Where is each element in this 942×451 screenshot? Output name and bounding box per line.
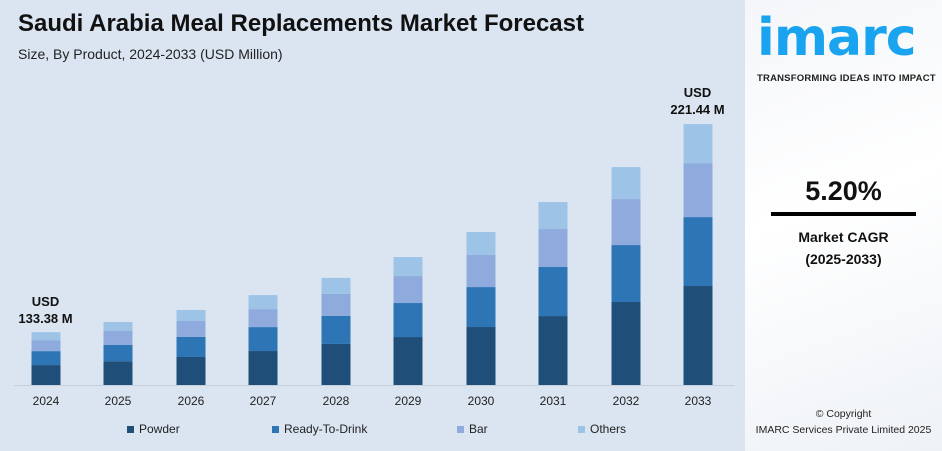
bar-segment-bar-2028 bbox=[321, 293, 351, 316]
chart-title: Saudi Arabia Meal Replacements Market Fo… bbox=[18, 10, 584, 37]
bar-segment-powder-2031 bbox=[538, 316, 568, 385]
x-tick-label: 2027 bbox=[250, 394, 277, 408]
legend-label: Bar bbox=[469, 422, 488, 436]
bar-segment-others-2031 bbox=[538, 202, 568, 230]
bar-segment-ready-to-drink-2031 bbox=[538, 267, 568, 317]
legend-label: Ready-To-Drink bbox=[284, 422, 368, 436]
x-tick-label: 2028 bbox=[323, 394, 350, 408]
legend-label: Powder bbox=[139, 422, 180, 436]
bar-segment-others-2026 bbox=[176, 309, 206, 321]
bar-segment-others-2028 bbox=[321, 277, 351, 294]
x-tick-label: 2030 bbox=[468, 394, 495, 408]
bar-segment-powder-2032 bbox=[611, 301, 641, 385]
legend-swatch bbox=[127, 425, 134, 433]
annotation-first-line1: USD bbox=[31, 294, 60, 309]
cagr-value: 5.20% bbox=[805, 176, 882, 206]
annotation-last-line1: USD bbox=[683, 85, 712, 100]
legend-label: Others bbox=[590, 422, 627, 436]
x-tick-label: 2026 bbox=[178, 394, 205, 408]
bar-segment-ready-to-drink-2029 bbox=[393, 303, 423, 338]
x-tick-label: 2024 bbox=[33, 394, 60, 408]
annotation-last: USD 221.44 M bbox=[660, 84, 735, 118]
chart-subtitle: Size, By Product, 2024-2033 (USD Million… bbox=[18, 46, 283, 62]
bar-segment-others-2027 bbox=[248, 295, 278, 310]
bar-segment-ready-to-drink-2027 bbox=[248, 327, 278, 352]
bar-chart: 2024 2025 2026 2027 2028 2029 2030 2031 2032 2033 bbox=[14, 124, 735, 408]
bar-segment-ready-to-drink-2028 bbox=[321, 315, 351, 344]
side-panel: imarc TRANSFORMING IDEAS INTO IMPACT 5.2… bbox=[745, 0, 942, 451]
x-tick-label: 2029 bbox=[395, 394, 422, 408]
bar-segment-ready-to-drink-2025 bbox=[103, 345, 133, 362]
tagline: TRANSFORMING IDEAS INTO IMPACT bbox=[757, 73, 936, 84]
x-tick-label: 2032 bbox=[613, 394, 640, 408]
bar-segment-bar-2027 bbox=[248, 309, 278, 328]
bar-segment-others-2025 bbox=[103, 322, 133, 331]
bar-segment-others-2024 bbox=[31, 332, 61, 341]
copyright: © Copyright IMARC Services Private Limit… bbox=[745, 406, 942, 438]
bar-segment-ready-to-drink-2033 bbox=[683, 217, 713, 287]
bar-segment-others-2029 bbox=[393, 257, 423, 277]
legend-item-rtd: Ready-To-Drink bbox=[272, 422, 367, 436]
bar-segment-bar-2031 bbox=[538, 229, 568, 268]
bar-segment-powder-2029 bbox=[393, 337, 423, 385]
bar-segment-powder-2033 bbox=[683, 286, 713, 385]
bar-segment-bar-2029 bbox=[393, 276, 423, 304]
bar-segment-others-2032 bbox=[611, 167, 641, 200]
bar-segment-bar-2026 bbox=[176, 320, 206, 337]
bar-segment-ready-to-drink-2024 bbox=[31, 351, 61, 366]
bar-segment-bar-2025 bbox=[103, 330, 133, 346]
legend-swatch bbox=[272, 425, 279, 433]
bar-segment-ready-to-drink-2026 bbox=[176, 336, 206, 357]
bar-segment-bar-2024 bbox=[31, 340, 61, 352]
cagr-label: Market CAGR bbox=[798, 229, 889, 245]
bar-segment-powder-2030 bbox=[466, 327, 496, 385]
annotation-last-line2: 221.44 M bbox=[670, 102, 725, 117]
bar-segment-others-2033 bbox=[683, 124, 713, 164]
x-tick-label: 2033 bbox=[685, 394, 712, 408]
imarc-logo: imarc bbox=[757, 8, 917, 68]
bar-segment-bar-2030 bbox=[466, 255, 496, 288]
bar-segment-ready-to-drink-2032 bbox=[611, 245, 641, 302]
cagr-label-block: Market CAGR (2025-2033) bbox=[745, 226, 942, 270]
annotation-first-line2: 133.38 M bbox=[18, 311, 73, 326]
company-name: IMARC Services Private Limited 2025 bbox=[755, 424, 932, 436]
bar-segment-powder-2028 bbox=[321, 343, 351, 385]
bar-segment-others-2030 bbox=[466, 232, 496, 256]
legend-item-others: Others bbox=[578, 422, 626, 436]
copyright-label: © Copyright bbox=[815, 408, 872, 420]
bar-segment-bar-2033 bbox=[683, 163, 713, 218]
legend-item-bar: Bar bbox=[457, 422, 488, 436]
bar-segment-powder-2027 bbox=[248, 351, 278, 385]
legend-item-powder: Powder bbox=[127, 422, 180, 436]
x-tick-label: 2025 bbox=[105, 394, 132, 408]
bar-segment-powder-2025 bbox=[103, 361, 133, 385]
legend-swatch bbox=[578, 425, 585, 433]
bar-segment-ready-to-drink-2030 bbox=[466, 287, 496, 328]
divider bbox=[771, 212, 916, 216]
legend-swatch bbox=[457, 425, 464, 433]
x-tick-label: 2031 bbox=[540, 394, 567, 408]
bar-segment-powder-2026 bbox=[176, 356, 206, 385]
cagr-period: (2025-2033) bbox=[805, 251, 882, 267]
bar-segment-powder-2024 bbox=[31, 365, 61, 385]
bar-segment-bar-2032 bbox=[611, 199, 641, 246]
annotation-first: USD 133.38 M bbox=[8, 293, 83, 327]
